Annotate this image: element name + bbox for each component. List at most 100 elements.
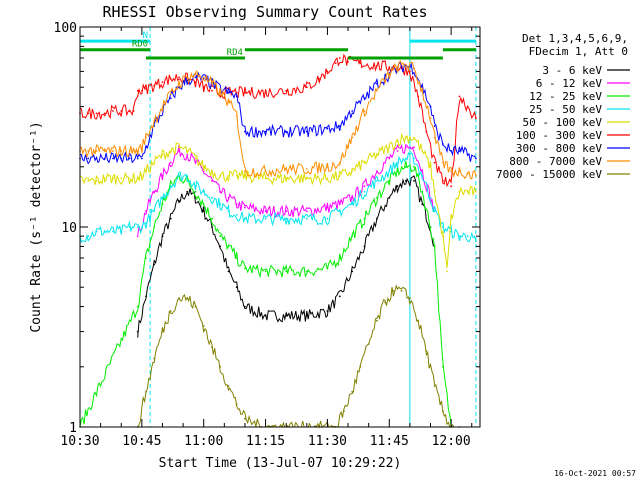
- point-800-7000-kev-10: [153, 119, 156, 122]
- point-7000-15000-kev-8: [202, 325, 205, 327]
- x-axis-label: Start Time (13-Jul-07 10:29:22): [159, 456, 402, 471]
- series-25-50-kev: [79, 151, 477, 244]
- point-800-7000-kev-36: [433, 136, 436, 139]
- point-800-7000-kev-6: [128, 150, 131, 152]
- point-7000-15000-kev-2: [153, 357, 156, 360]
- point-3-6-kev-10: [219, 245, 222, 248]
- series-layer: [79, 53, 477, 429]
- point-6-12-kev-14: [264, 210, 267, 213]
- point-300-800-kev-22: [264, 130, 267, 133]
- point-12-25-kev-18: [326, 267, 329, 270]
- point-7000-15000-kev-17: [351, 390, 354, 393]
- point-300-800-kev-20: [235, 95, 238, 98]
- point-800-7000-kev-3: [103, 150, 106, 152]
- y-tick-label-10: 10: [61, 221, 77, 236]
- point-100-300-kev-43: [475, 117, 477, 120]
- point-3-6-kev-25: [413, 180, 415, 182]
- point-6-12-kev-26: [421, 170, 424, 173]
- point-25-50-kev-35: [429, 196, 432, 199]
- point-25-50-kev-2: [95, 230, 98, 233]
- point-3-6-kev-23: [396, 185, 399, 188]
- point-50-100-kev-41: [466, 190, 469, 193]
- point-12-25-kev-12: [227, 245, 230, 248]
- point-12-25-kev-20: [351, 235, 354, 238]
- point-3-6-kev-5: [178, 200, 180, 202]
- point-300-800-kev-6: [128, 157, 131, 160]
- point-50-100-kev-20: [235, 175, 238, 177]
- point-800-7000-kev-40: [466, 172, 469, 175]
- point-12-25-kev-24: [396, 170, 399, 173]
- point-7000-15000-kev-22: [392, 289, 395, 292]
- point-25-50-kev-1: [87, 235, 90, 238]
- point-25-50-kev-12: [169, 185, 172, 188]
- point-6-12-kev-20: [363, 185, 366, 188]
- point-100-300-kev-5: [120, 110, 123, 112]
- point-25-50-kev-38: [450, 230, 452, 233]
- legend-label-25-50-kev: 25 - 50 keV: [529, 103, 602, 116]
- point-12-25-kev-17: [305, 270, 308, 273]
- point-800-7000-kev-2: [95, 150, 98, 152]
- point-50-100-kev-34: [421, 150, 424, 152]
- point-300-800-kev-3: [103, 157, 106, 160]
- point-50-100-kev-8: [141, 175, 143, 177]
- point-300-800-kev-7: [136, 157, 139, 160]
- point-50-100-kev-26: [338, 175, 341, 177]
- point-3-6-kev-16: [305, 314, 308, 317]
- point-7000-15000-kev-21: [384, 301, 387, 304]
- point-100-300-kev-26: [318, 78, 321, 80]
- point-3-6-kev-22: [388, 196, 391, 199]
- point-300-800-kev-19: [227, 91, 230, 94]
- point-6-12-kev-11: [227, 196, 230, 199]
- point-100-300-kev-31: [359, 62, 362, 64]
- legend: Det 1,3,4,5,6,9,FDecim 1, Att 0 3 - 6 keV…: [496, 32, 630, 181]
- point-50-100-kev-1: [87, 180, 90, 182]
- point-25-50-kev-3: [103, 230, 106, 233]
- point-3-6-kev-1: [145, 295, 147, 298]
- point-50-100-kev-30: [388, 146, 391, 149]
- point-300-800-kev-4: [112, 157, 114, 160]
- point-300-800-kev-5: [120, 157, 123, 160]
- point-12-25-kev-16: [285, 270, 288, 273]
- point-25-50-kev-4: [112, 230, 114, 233]
- point-50-100-kev-7: [136, 177, 139, 180]
- point-25-50-kev-23: [285, 217, 288, 220]
- point-12-25-kev-22: [376, 196, 378, 199]
- point-25-50-kev-30: [388, 170, 391, 173]
- point-25-50-kev-13: [178, 175, 180, 177]
- point-25-50-kev-7: [136, 226, 139, 228]
- legend-label-6-12-kev: 6 - 12 keV: [536, 77, 603, 90]
- point-50-100-kev-10: [153, 161, 156, 164]
- point-300-800-kev-37: [442, 143, 444, 145]
- point-3-6-kev-3: [161, 235, 164, 238]
- point-800-7000-kev-8: [141, 146, 143, 149]
- point-6-12-kev-22: [388, 157, 391, 160]
- point-3-6-kev-15: [285, 314, 288, 317]
- point-300-800-kev-26: [338, 125, 341, 127]
- point-50-100-kev-2: [95, 180, 98, 182]
- point-50-100-kev-36: [433, 190, 436, 193]
- point-100-300-kev-37: [425, 130, 428, 133]
- x-tick-label-10-30: 10:30: [60, 434, 99, 449]
- point-12-25-kev-3: [153, 226, 156, 228]
- point-800-7000-kev-12: [169, 93, 172, 96]
- point-7000-15000-kev-16: [343, 410, 345, 413]
- point-25-50-kev-37: [442, 226, 444, 228]
- point-50-100-kev-18: [219, 175, 222, 177]
- point-12-25-kev-1: [136, 305, 139, 308]
- legend-label-50-100-kev: 50 - 100 keV: [523, 116, 603, 129]
- point-100-300-kev-38: [433, 161, 436, 164]
- point-7000-15000-kev-23: [400, 289, 403, 292]
- point-25-50-kev-21: [244, 217, 246, 220]
- point-800-7000-kev-38: [450, 170, 452, 173]
- point-100-300-kev-25: [305, 86, 308, 89]
- point-100-300-kev-17: [202, 86, 205, 89]
- point-800-7000-kev-29: [376, 89, 378, 92]
- point-300-800-kev-21: [244, 130, 246, 133]
- point-100-300-kev-11: [153, 84, 156, 87]
- legend-label-3-6-kev: 3 - 6 keV: [542, 64, 602, 77]
- point-7000-15000-kev-7: [194, 305, 197, 308]
- point-50-100-kev-24: [305, 177, 308, 180]
- series-line-25-50-kev: [79, 151, 477, 244]
- series-line-12-25-kev: [79, 160, 452, 428]
- point-25-50-kev-20: [235, 214, 238, 216]
